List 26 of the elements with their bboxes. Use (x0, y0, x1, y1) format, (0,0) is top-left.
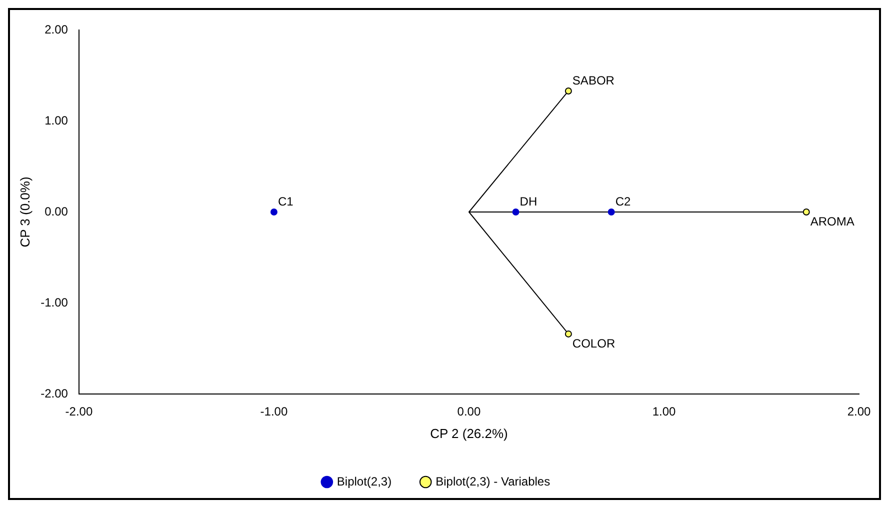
y-tick-label: 0.00 (44, 204, 68, 218)
point (512, 208, 520, 216)
y-tick-label: 1.00 (44, 113, 68, 128)
point (270, 208, 278, 216)
annotation: DH (520, 194, 538, 208)
point (564, 330, 572, 338)
annotation: AROMA (810, 214, 854, 228)
annotation: C2 (615, 194, 631, 208)
y-tick-label: -2.00 (40, 386, 68, 400)
x-axis-title: CP 2 (26.2%) (430, 426, 508, 441)
y-axis-title: CP 3 (0.0%) (17, 176, 32, 248)
x-tick-label: -1.00 (260, 404, 288, 419)
legend-label: Biplot(2,3) (336, 474, 392, 488)
x-tick-label: 2.00 (847, 404, 871, 419)
legend-label: Biplot(2,3) - Variables (436, 474, 550, 488)
annotation: COLOR (572, 336, 616, 350)
annotation: SABOR (572, 73, 615, 88)
y-tick-label: -1.00 (40, 295, 68, 310)
annotation: C1 (278, 194, 294, 208)
point (564, 87, 572, 94)
x-tick-label: -2.00 (65, 404, 93, 419)
point (802, 208, 810, 216)
y-tick-label: 2.00 (44, 22, 68, 36)
point (608, 208, 615, 216)
x-tick-label: 1.00 (652, 404, 676, 419)
x-tick-label: 0.00 (457, 404, 481, 419)
